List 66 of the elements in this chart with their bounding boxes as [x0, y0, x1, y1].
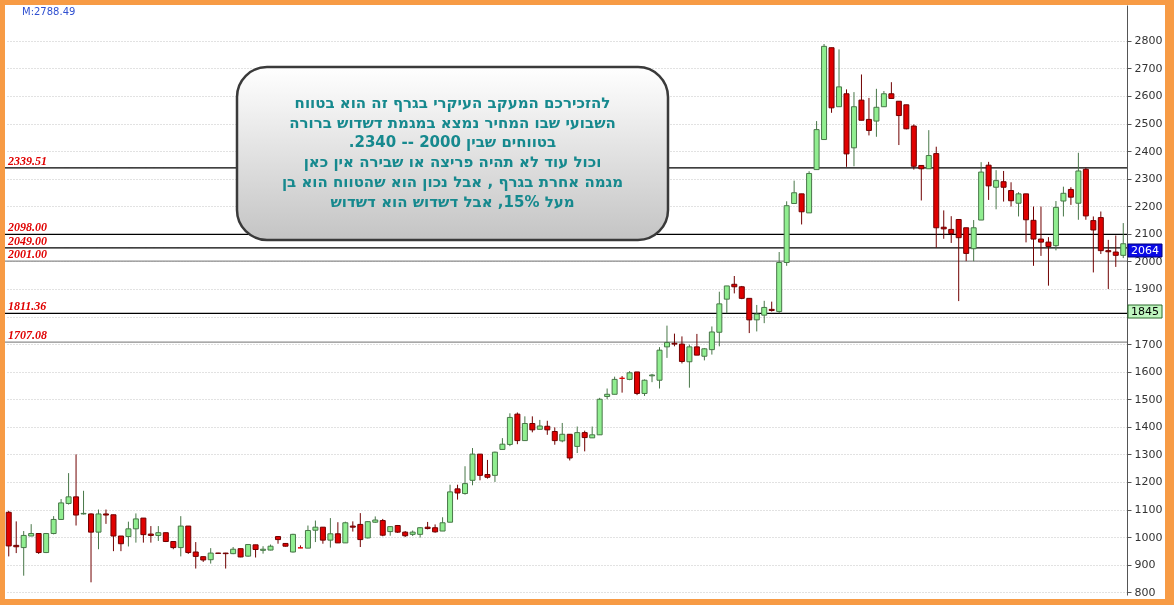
y-tick-label: 2400 — [1134, 144, 1163, 158]
ref-line-label: 1707.08 — [8, 328, 47, 343]
candlestick — [993, 169, 1000, 210]
candlestick — [462, 465, 469, 496]
y-tick-label: 1600 — [1134, 365, 1163, 379]
y-tick-label: 2300 — [1134, 172, 1163, 186]
y-tick-label: 2500 — [1134, 117, 1163, 131]
y-tick-label: 900 — [1134, 558, 1156, 572]
candlestick — [334, 521, 341, 544]
candlestick — [177, 515, 184, 557]
candlestick — [1067, 186, 1074, 206]
candlestick — [1060, 186, 1067, 217]
y-tick-label: 2700 — [1134, 61, 1163, 75]
ref-line-label: 2098.00 — [7, 220, 47, 235]
annotation: להזכירכם המעקב העיקרי בגרף זה הוא בטווח השבועי שבו המחיר נמצא במגמת דשדוש ברורה בטווחים שבין 2000 -- 2340. וכול עוד לא תהיה פריצה או שבירה אין כאן מגמה אחרת בגרף , אבל נכון הוא שהטווח הוא בן מעל 15%, אבל דשדוש הוא דשדוש — [281, 94, 624, 211]
candlestick — [873, 88, 880, 138]
y-tick-label: 1700 — [1134, 337, 1163, 351]
candlestick — [985, 161, 992, 201]
y-tick-label: 1300 — [1134, 447, 1163, 461]
y-tick-label: 1100 — [1134, 503, 1163, 517]
candlestick — [88, 512, 95, 583]
candlestick — [1090, 215, 1097, 273]
candlestick — [1008, 181, 1015, 208]
candlestick — [798, 193, 805, 225]
y-tick-label: 2200 — [1134, 199, 1163, 213]
candlestick — [73, 453, 80, 527]
ref-line-label: 2339.51 — [7, 153, 47, 168]
y-tick-label: 1400 — [1134, 420, 1163, 434]
candlestick — [95, 509, 102, 550]
candlestick — [581, 430, 588, 452]
candlestick — [836, 48, 843, 108]
y-tick-label: 800 — [1134, 585, 1156, 599]
candlestick — [1015, 191, 1022, 217]
y-tick-label: 1500 — [1134, 392, 1163, 406]
candlestick — [686, 344, 693, 389]
candlestick — [693, 333, 700, 356]
candlestick — [634, 371, 641, 396]
candlestick — [791, 180, 798, 204]
candlestick — [566, 433, 573, 461]
candlestick — [222, 552, 229, 570]
y-tick-label: 2800 — [1134, 34, 1163, 48]
y-tick-label: 1000 — [1134, 530, 1163, 544]
ref-line-label: 2001.00 — [7, 247, 47, 262]
candlestick — [491, 451, 498, 483]
candlestick — [80, 490, 87, 515]
y-tick-label: 2000 — [1134, 254, 1163, 268]
ref-line-label: 1811.36 — [8, 299, 47, 314]
y-tick-label: 1900 — [1134, 282, 1163, 296]
y-tick-label: 2100 — [1134, 227, 1163, 241]
candlestick — [723, 285, 730, 314]
candlestick — [970, 219, 977, 262]
candlestick — [925, 129, 932, 170]
ref-line-label: 2049.00 — [7, 233, 47, 248]
y-tick-label: 1200 — [1134, 475, 1163, 489]
annotation: M:2788.49 — [22, 6, 76, 17]
candlestick — [327, 517, 334, 549]
candlestick — [1000, 170, 1007, 203]
y-tick-label: 2600 — [1134, 89, 1163, 103]
candlestick — [574, 426, 581, 454]
candlestick — [1112, 234, 1119, 268]
candlestick — [521, 415, 528, 442]
candlestick — [663, 325, 670, 359]
text: 1845 — [1131, 305, 1159, 318]
candlestick — [275, 535, 282, 545]
candlestick — [35, 533, 42, 555]
text: 2064 — [1131, 244, 1159, 257]
